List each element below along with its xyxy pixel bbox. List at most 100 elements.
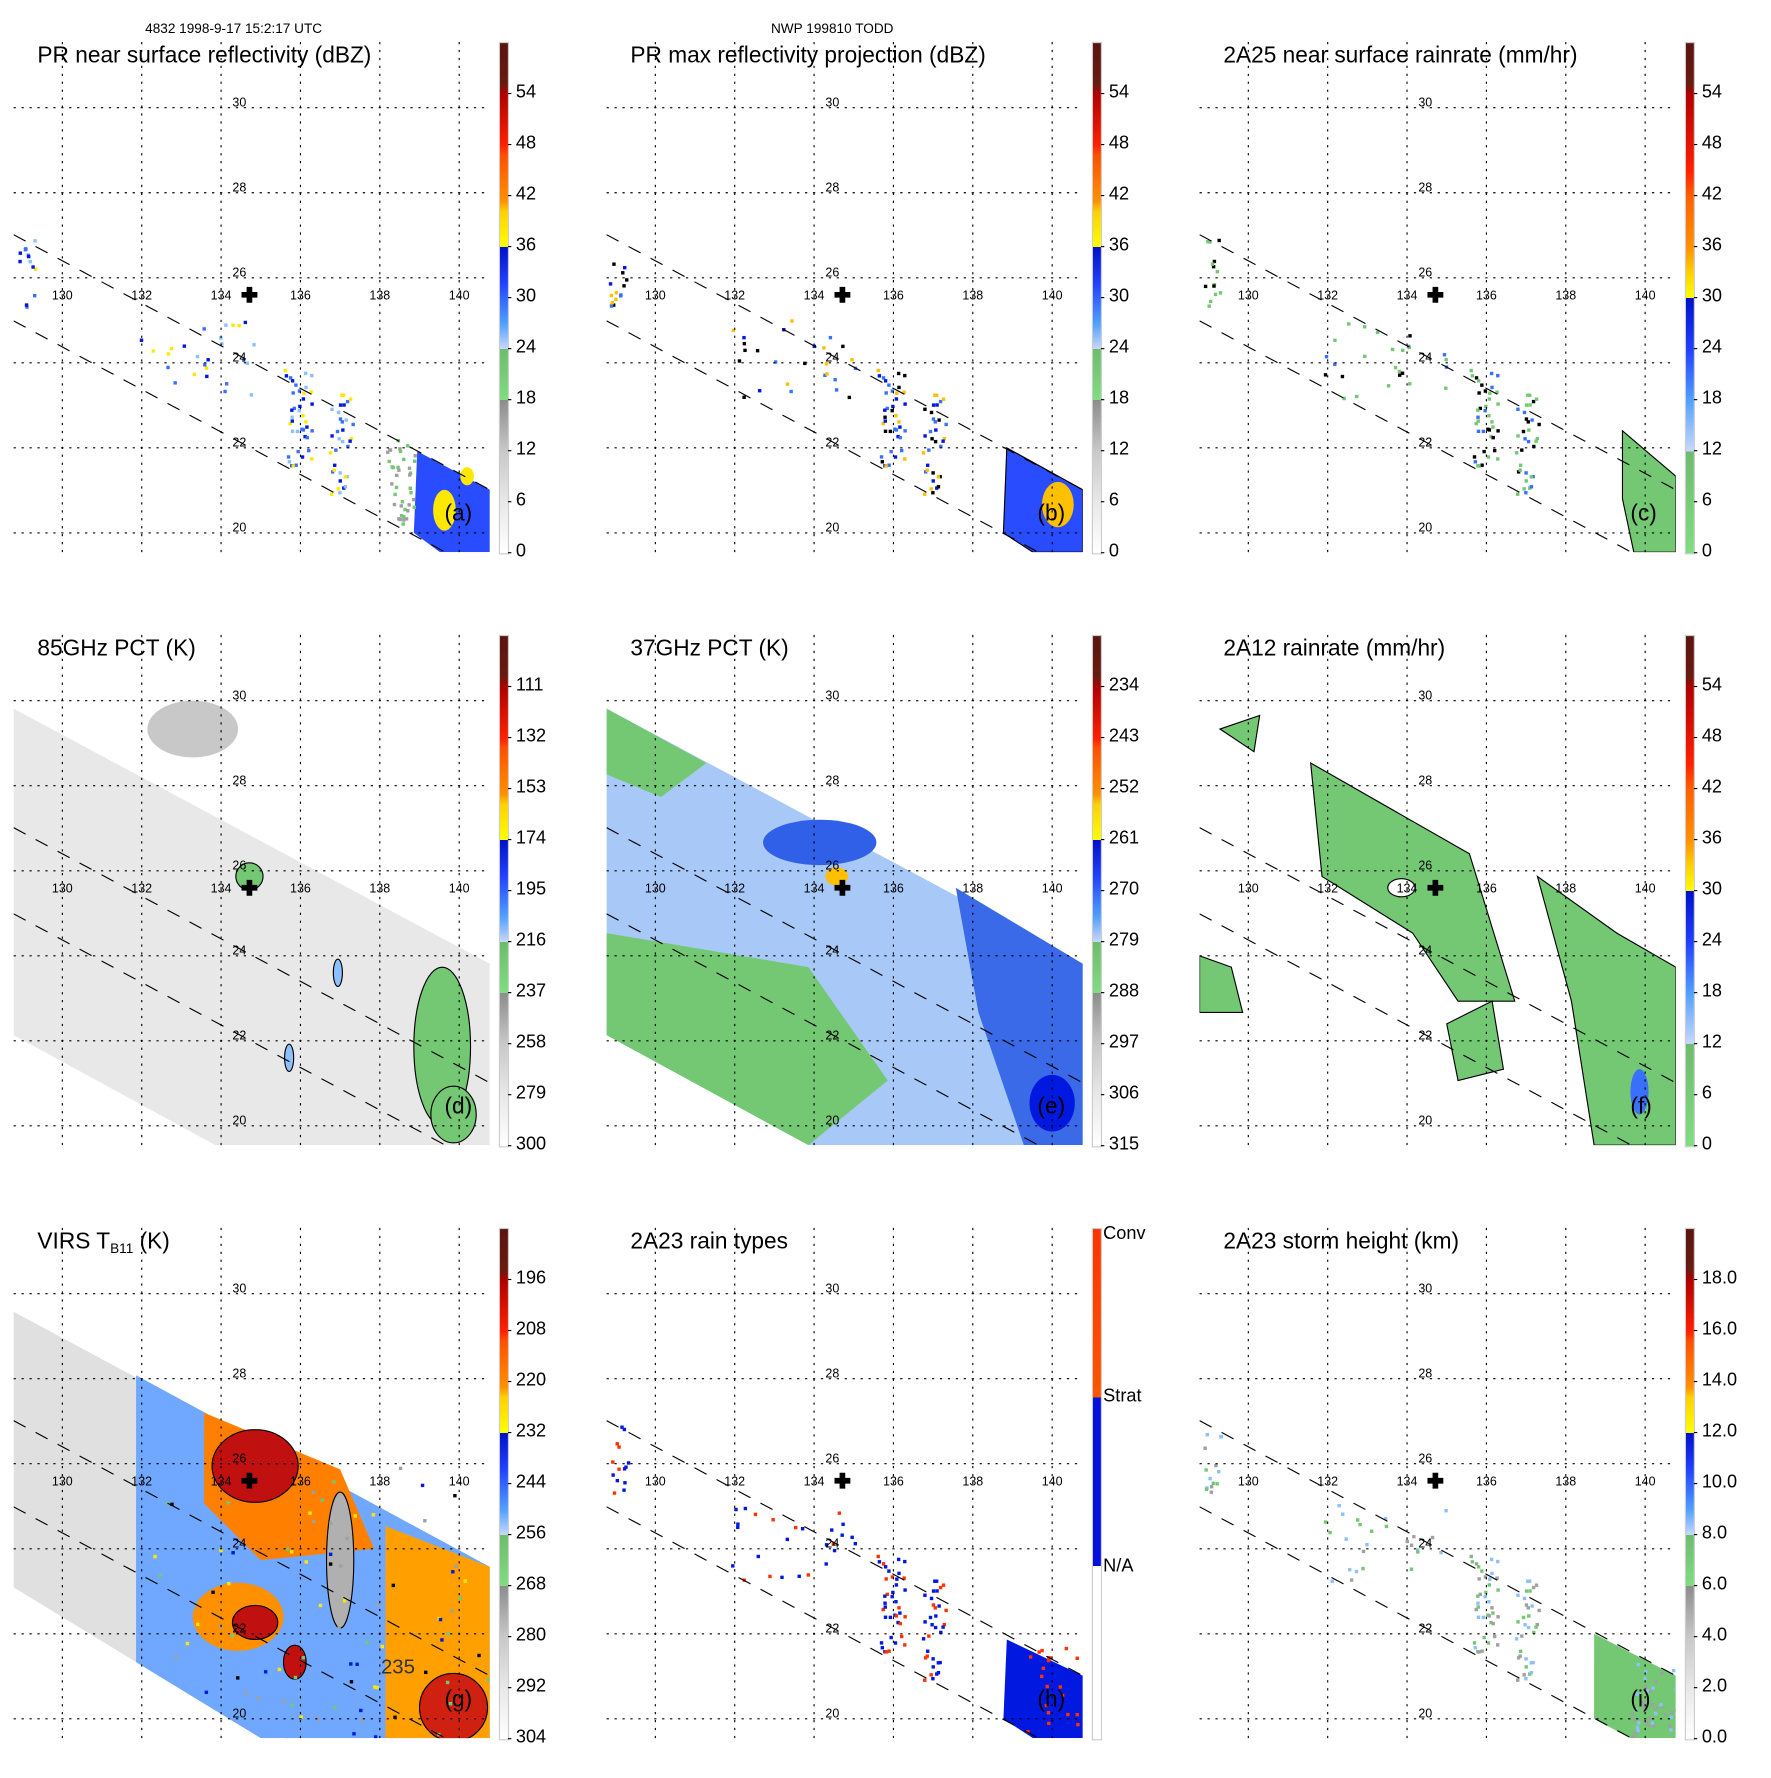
- panel-title: 37GHz PCT (K): [630, 636, 788, 662]
- lat-label: 30: [232, 689, 246, 703]
- lat-label: 30: [825, 689, 839, 703]
- pixel: [923, 1620, 927, 1624]
- pixel: [290, 429, 295, 433]
- pixel: [345, 1536, 349, 1541]
- pixel: [931, 403, 936, 407]
- echo-cell: [1041, 481, 1074, 528]
- pixel: [941, 1583, 946, 1587]
- pixel: [887, 1569, 891, 1573]
- lon-label: 134: [804, 881, 825, 895]
- colorbar-label: 234: [1108, 675, 1140, 696]
- pixel: [1330, 1579, 1334, 1584]
- pixel: [1634, 1731, 1638, 1735]
- pixel: [731, 1564, 735, 1568]
- pixel: [1648, 1689, 1653, 1693]
- pixel: [316, 1717, 320, 1721]
- pixel: [286, 455, 291, 459]
- pixel: [1472, 455, 1477, 459]
- lon-label: 136: [290, 881, 311, 895]
- pixel: [883, 419, 887, 423]
- pixel: [936, 475, 941, 479]
- pixel: [938, 474, 942, 479]
- colorbar-tick: [1693, 1636, 1698, 1638]
- pixel: [756, 1554, 760, 1559]
- pixel: [388, 448, 393, 452]
- pixel: [1496, 1615, 1500, 1619]
- pixel: [1518, 468, 1522, 472]
- pixel: [944, 422, 948, 427]
- pixel: [290, 408, 294, 412]
- colorbar-tick: [1693, 143, 1698, 146]
- panel-title-text: 2A23 storm height (km): [1223, 1229, 1460, 1254]
- pixel: [931, 479, 935, 483]
- pixel: [1470, 1560, 1475, 1564]
- pixel: [403, 507, 407, 512]
- pixel: [1487, 1600, 1491, 1604]
- pixel: [934, 1614, 938, 1618]
- map-plot: 130 132 134 136 138 140 30 28 26 24 22 20: [1199, 1227, 1676, 1739]
- colorbar-tick: [507, 1278, 512, 1281]
- lon-label: 136: [883, 881, 904, 895]
- lon-label: 132: [724, 1474, 745, 1488]
- pixel: [1217, 238, 1221, 243]
- pixel: [318, 1603, 323, 1608]
- colorbar-label: 237: [515, 981, 547, 1002]
- pixel: [1481, 1615, 1486, 1620]
- pixel: [1384, 1524, 1389, 1529]
- pixel: [349, 1680, 354, 1684]
- map-plot: 130 132 134 136 138 140 30 28 26 24 22 20: [13, 634, 490, 1146]
- pixel: [883, 1594, 887, 1598]
- lat-label: 20: [232, 521, 246, 535]
- pixel: [928, 1615, 933, 1620]
- pixel: [1531, 399, 1536, 404]
- pixel: [803, 361, 807, 366]
- lat-label: 28: [825, 1367, 839, 1381]
- colorbar-label: 30: [515, 286, 537, 307]
- pixel: [329, 1521, 333, 1526]
- colorbar-tick: [507, 1094, 512, 1096]
- lat-label: 26: [232, 266, 246, 280]
- pixel: [1066, 1712, 1070, 1717]
- colorbar-label: 292: [515, 1676, 547, 1697]
- pixel: [611, 1473, 615, 1477]
- pixel: [371, 1513, 376, 1517]
- colorbar-label: 111: [515, 675, 544, 696]
- lon-label: 140: [1635, 288, 1656, 302]
- pixel: [458, 1596, 463, 1600]
- colorbar-tick: [507, 787, 512, 790]
- data-layer: [13, 234, 490, 553]
- pixel: [1383, 1516, 1388, 1521]
- pixel: [300, 455, 305, 459]
- lat-label: 30: [1418, 1282, 1432, 1296]
- colorbar-tick: [1693, 1687, 1698, 1689]
- pixel: [338, 479, 342, 483]
- rain-region: [1218, 714, 1261, 753]
- data-layer: [13, 1311, 490, 1739]
- pixel: [1492, 1634, 1497, 1639]
- colorbar-label: 54: [1108, 82, 1130, 103]
- colorbar-tick: [1693, 399, 1698, 401]
- pixel: [612, 262, 616, 266]
- pixel: [823, 373, 827, 377]
- pixel: [937, 418, 941, 422]
- pixel: [284, 374, 289, 378]
- pixel: [622, 1467, 627, 1471]
- pixel: [338, 417, 343, 421]
- pixel: [925, 1649, 930, 1653]
- pixel: [408, 471, 413, 475]
- pixel: [929, 1596, 934, 1601]
- colorbar-tick: [1693, 1738, 1698, 1740]
- colorbar-label: 258: [515, 1032, 547, 1053]
- pixel: [338, 403, 343, 407]
- pixel: [402, 457, 406, 462]
- lon-label: 130: [52, 288, 73, 302]
- pixel: [192, 372, 197, 377]
- pixel: [923, 434, 927, 438]
- panel-letter: (e): [1037, 1094, 1066, 1120]
- pixel: [1529, 475, 1534, 479]
- colorbar-tick: [507, 1043, 512, 1045]
- pixel: [933, 1606, 937, 1610]
- pixel: [1473, 1646, 1478, 1650]
- colorbar-tick: [1693, 1094, 1698, 1096]
- pixel: [1523, 1623, 1527, 1627]
